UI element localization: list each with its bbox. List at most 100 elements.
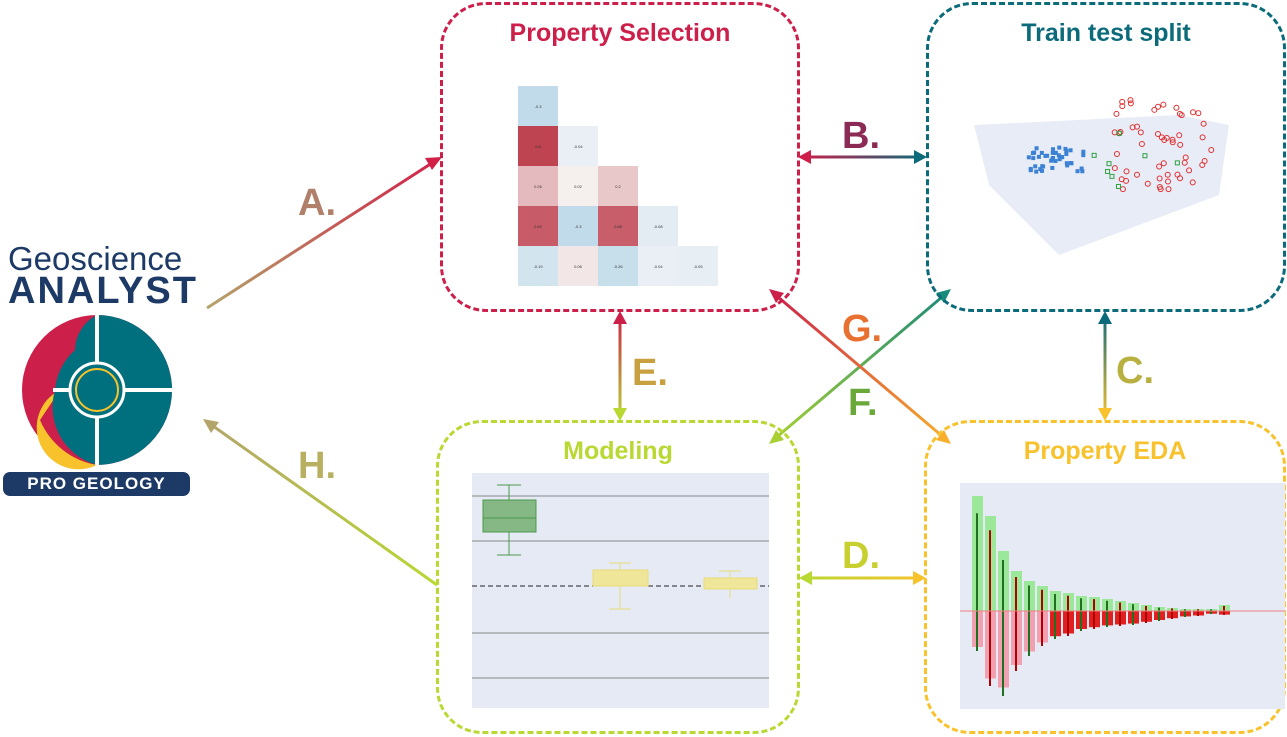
scatter-point <box>1105 168 1111 174</box>
scatter-point-test <box>1117 129 1124 136</box>
scatter-point-test <box>1157 186 1164 193</box>
panel-modeling[interactable]: Modeling <box>436 420 800 734</box>
scatter-point-train <box>1040 168 1045 173</box>
scatter-point-train <box>1060 155 1065 160</box>
scatter-point-train <box>1081 149 1086 154</box>
scatter-point-train <box>1064 152 1069 157</box>
heatmap-cell-value: 0.26 <box>534 184 543 189</box>
panel-train-test-split[interactable]: Train test split <box>926 2 1286 312</box>
panel-property-selection[interactable]: Property Selection -0.3 0.8 -0.04 0.26 0.02 0… <box>440 2 800 312</box>
logo-badge: PRO GEOLOGY <box>3 472 190 496</box>
heatmap-cell-value: -0.04 <box>653 264 663 269</box>
scatter-point-test <box>1208 146 1215 153</box>
scatter-point-test <box>1129 124 1136 131</box>
heatmap-cell <box>518 126 558 166</box>
heatmap-cell <box>598 206 638 246</box>
scatter-point-test <box>1156 175 1163 182</box>
scatter-point-test <box>1173 104 1180 111</box>
scatter-point-train <box>1039 150 1044 155</box>
scatter-point-test <box>1119 98 1126 105</box>
scatter-point-train <box>1052 150 1057 155</box>
scatter-point-train <box>1053 159 1058 164</box>
heatmap-cell-value: -0.19 <box>533 264 543 269</box>
scatter-point-train <box>1064 161 1069 166</box>
scatter-point <box>1174 160 1180 166</box>
scatter-point-train <box>1051 147 1056 152</box>
scatter-point-train <box>1075 169 1080 174</box>
scatter-3d-plot <box>974 97 1229 255</box>
scatter-point-test <box>1156 163 1163 170</box>
heatmap-cell-value: 0.68 <box>614 224 623 229</box>
scatter-point-train <box>1034 169 1039 174</box>
box-plot <box>472 473 769 708</box>
scatter-point-test <box>1164 171 1171 178</box>
scatter-point-test <box>1169 139 1176 146</box>
scatter-point-test <box>1134 123 1141 130</box>
heatmap-cell <box>558 166 598 206</box>
scatter-point-test <box>1123 168 1130 175</box>
scatter-point <box>1091 152 1097 158</box>
scatter-point-test <box>1165 186 1172 193</box>
heatmap-cell <box>518 166 558 206</box>
arrow-label-c: C. <box>1116 350 1154 392</box>
heatmap-cell-value: -0.08 <box>653 224 663 229</box>
scatter-point-train <box>1065 163 1070 168</box>
scatter-point-train <box>1068 148 1073 153</box>
scatter-point-train <box>1028 168 1033 173</box>
scatter-point-test <box>1161 136 1168 143</box>
scatter-point-test <box>1177 141 1184 148</box>
scatter-point-test <box>1154 130 1161 137</box>
scatter-point-test <box>1186 167 1193 174</box>
scatter-point-test <box>1137 129 1144 136</box>
scatter-point-train <box>1080 169 1085 174</box>
heatmap-cell <box>678 246 718 286</box>
heatmap-cell-value: 0.8 <box>535 144 541 149</box>
scatter-point-train <box>1081 153 1086 158</box>
heatmap-cell <box>518 206 558 246</box>
scatter-point-test <box>1123 177 1130 184</box>
histogram-plot <box>960 483 1285 709</box>
scatter-point-test <box>1189 179 1196 186</box>
scatter-point-test <box>1178 112 1185 119</box>
heatmap-cell-value: 0.02 <box>574 184 583 189</box>
heatmap-cell-value: -0.3 <box>575 224 583 229</box>
scatter-point <box>1109 173 1115 179</box>
heatmap-cell <box>558 246 598 286</box>
scatter-point-test <box>1190 109 1197 116</box>
heatmap-cell <box>518 246 558 286</box>
heatmap-cell-value: -0.04 <box>573 144 583 149</box>
scatter-point-train <box>1063 146 1068 151</box>
heatmap-cell <box>638 206 678 246</box>
arrow-label-e: E. <box>632 352 668 394</box>
scatter-point-test <box>1113 151 1120 158</box>
scatter-point-train <box>1079 166 1084 171</box>
scatter-point-train <box>1033 164 1038 169</box>
logo-text-analyst: ANALYST <box>8 270 198 312</box>
heatmap-cell-value: 0.06 <box>574 264 583 269</box>
heatmap-cell-value: -0.05 <box>693 264 703 269</box>
scatter-point-test <box>1200 120 1207 127</box>
scatter-point-test <box>1151 106 1158 113</box>
arrow-label-d: D. <box>842 535 880 577</box>
scatter-point-train <box>1032 150 1037 155</box>
scatter-point-train <box>1057 145 1062 150</box>
correlation-heatmap: -0.3 0.8 -0.04 0.26 0.02 0.2 0.69 -0.3 0.68 -0.08… <box>518 86 718 286</box>
scatter-point-test <box>1169 136 1176 143</box>
scatter-point-test <box>1182 154 1189 161</box>
arrow-g <box>777 295 943 438</box>
scatter-point <box>1115 183 1121 189</box>
scatter-point-train <box>1043 153 1048 158</box>
panel-title: Property Selection <box>509 19 731 47</box>
arrow-label-b: B. <box>842 115 880 157</box>
scatter-point-test <box>1195 110 1202 117</box>
panel-property-eda[interactable]: Property EDA <box>924 420 1286 734</box>
heatmap-cell-value: 0.69 <box>534 224 543 229</box>
scatter-point-train <box>1050 165 1055 170</box>
heatmap-cell <box>638 246 678 286</box>
scatter-point-train <box>1057 157 1062 162</box>
scatter-point-test <box>1164 178 1171 185</box>
scatter-point-test <box>1127 100 1134 107</box>
heatmap-cell-value: -0.3 <box>535 104 543 109</box>
scatter-point-train <box>1051 155 1056 160</box>
